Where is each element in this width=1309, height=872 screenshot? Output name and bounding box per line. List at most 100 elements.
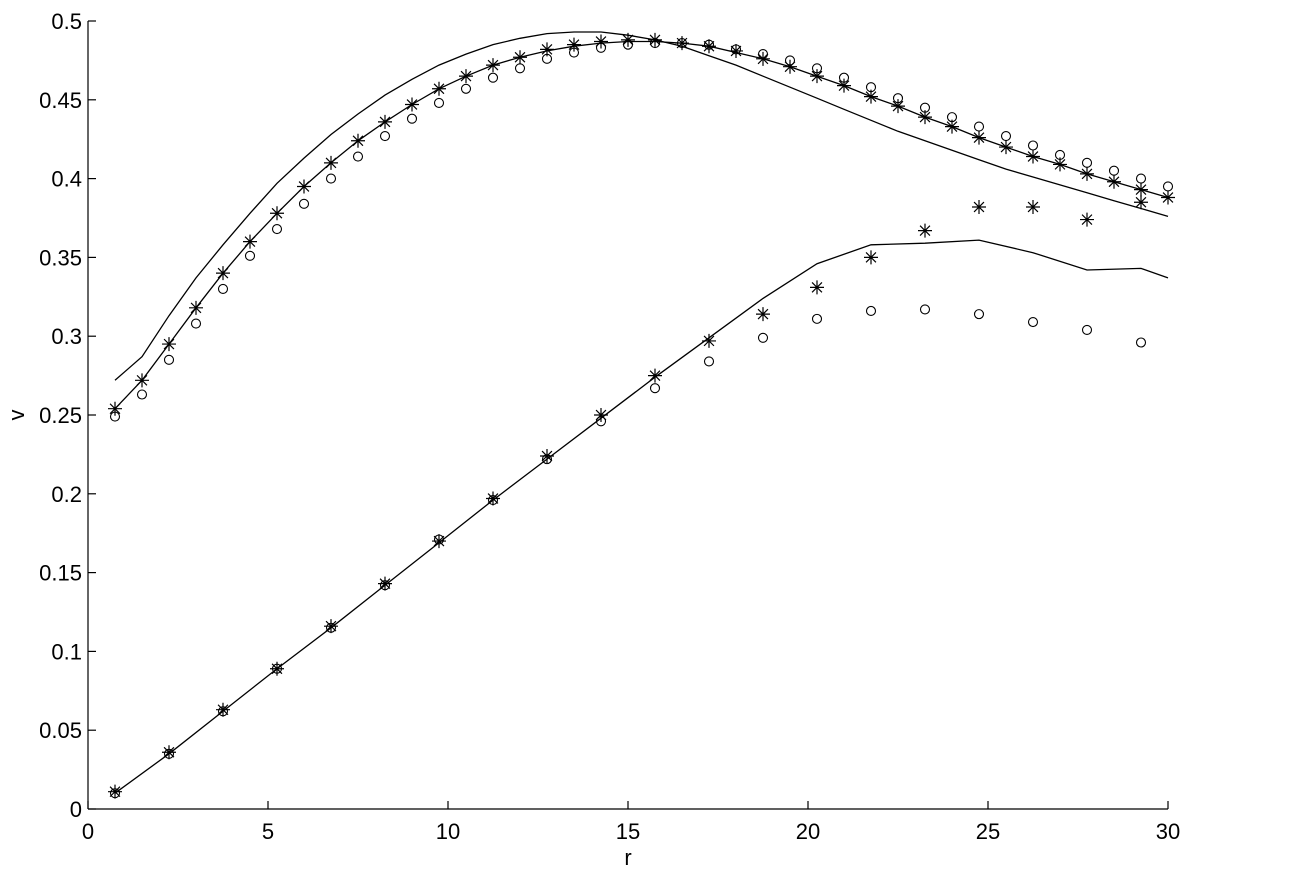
data-point-asterisk — [135, 373, 149, 388]
y-tick-label: 0.2 — [51, 482, 82, 507]
data-point-asterisk — [810, 69, 824, 84]
data-point-asterisk — [1107, 174, 1121, 189]
data-point-circle — [676, 38, 688, 49]
data-point-asterisk — [270, 206, 284, 221]
data-point-circle — [487, 495, 499, 506]
x-tick-label: 25 — [976, 819, 1000, 844]
data-point-circle — [541, 53, 553, 64]
data-point-circle — [1081, 157, 1093, 168]
data-point-asterisk — [972, 199, 986, 214]
data-point-asterisk — [540, 42, 554, 57]
x-tick-label: 15 — [616, 819, 640, 844]
data-point-asterisk — [729, 43, 743, 58]
data-point-circle — [811, 63, 823, 74]
data-point-circle — [1000, 130, 1012, 142]
data-point-circle — [757, 332, 769, 343]
data-point-asterisk — [189, 300, 203, 315]
series-1 — [114, 31, 1169, 381]
series-3 — [108, 32, 1175, 416]
data-point-asterisk — [1080, 212, 1094, 227]
data-point-circle — [487, 72, 499, 83]
data-point-circle — [271, 223, 283, 235]
series-layer — [108, 31, 1175, 799]
data-point-asterisk — [162, 745, 176, 760]
x-ticks: 0 5 10 15 20 25 30 — [82, 801, 1180, 844]
y-ticks: 0 0.05 0.1 0.15 0.2 0.25 0.3 0.35 0.4 0.45 0.5 — [39, 9, 96, 822]
data-point-asterisk — [378, 114, 392, 129]
data-point-circle — [352, 151, 364, 162]
data-point-circle — [703, 39, 715, 50]
data-point-asterisk — [324, 619, 338, 634]
data-point-asterisk — [864, 250, 878, 265]
data-point-circle — [1135, 337, 1147, 348]
series-line — [114, 40, 1169, 410]
data-point-circle — [109, 788, 121, 799]
data-point-circle — [595, 42, 607, 53]
y-tick-label: 0 — [70, 797, 82, 822]
data-point-asterisk — [864, 89, 878, 104]
x-axis-label: r — [624, 845, 631, 870]
data-point-asterisk — [972, 130, 986, 145]
data-point-circle — [217, 706, 229, 717]
data-point-asterisk — [918, 110, 932, 125]
data-point-asterisk — [567, 37, 581, 52]
data-point-asterisk — [432, 534, 446, 549]
data-point-asterisk — [810, 280, 824, 295]
data-point-asterisk — [108, 401, 122, 416]
data-point-circle — [919, 102, 931, 113]
y-tick-label: 0.45 — [39, 88, 82, 113]
series-2 — [114, 40, 1169, 410]
data-point-asterisk — [999, 140, 1013, 155]
data-point-circle — [1162, 181, 1174, 192]
data-point-asterisk — [702, 333, 716, 348]
data-point-circle — [163, 354, 175, 365]
x-tick-label: 10 — [436, 819, 460, 844]
data-point-circle — [217, 283, 229, 294]
data-point-circle — [784, 55, 796, 66]
data-point-asterisk — [1026, 199, 1040, 214]
data-point-asterisk — [540, 448, 554, 463]
data-point-circle — [595, 416, 607, 427]
y-tick-label: 0.5 — [51, 9, 82, 34]
data-point-circle — [433, 97, 445, 109]
data-point-circle — [1027, 140, 1039, 151]
data-point-circle — [919, 304, 931, 315]
data-point-asterisk — [486, 491, 500, 506]
data-point-circle — [730, 44, 742, 55]
data-point-circle — [514, 63, 526, 74]
data-point-asterisk — [594, 34, 608, 49]
data-point-asterisk — [675, 36, 689, 51]
plot-area: 0 5 10 15 20 25 30 00.050.10.150.20.250.30.350… — [39, 9, 1180, 844]
data-point-asterisk — [297, 179, 311, 194]
data-point-circle — [379, 130, 391, 142]
data-point-asterisk — [837, 78, 851, 93]
data-point-asterisk — [378, 576, 392, 591]
data-point-circle — [703, 356, 715, 367]
data-point-asterisk — [351, 133, 365, 148]
data-point-circle — [244, 250, 256, 261]
data-point-asterisk — [648, 32, 662, 47]
data-point-circle — [109, 411, 121, 422]
data-point-circle — [865, 305, 877, 317]
data-point-circle — [190, 318, 202, 329]
data-point-circle — [973, 121, 985, 132]
data-point-asterisk — [756, 307, 770, 322]
data-point-asterisk — [216, 266, 230, 281]
data-point-asterisk — [918, 223, 932, 238]
data-point-circle — [892, 93, 904, 104]
series-5 — [114, 239, 1169, 794]
data-point-asterisk — [432, 81, 446, 96]
data-point-circle — [622, 39, 634, 50]
data-point-circle — [163, 748, 175, 759]
series-6 — [108, 195, 1148, 799]
data-point-circle — [1054, 149, 1066, 161]
data-point-asterisk — [891, 99, 905, 114]
data-point-circle — [1135, 173, 1147, 184]
y-tick-label: 0.15 — [39, 561, 82, 586]
y-tick-label: 0.35 — [39, 245, 82, 270]
data-point-asterisk — [945, 119, 959, 134]
data-point-asterisk — [1134, 195, 1148, 210]
y-tick-label: 0.4 — [51, 167, 82, 192]
data-point-circle — [271, 663, 283, 674]
